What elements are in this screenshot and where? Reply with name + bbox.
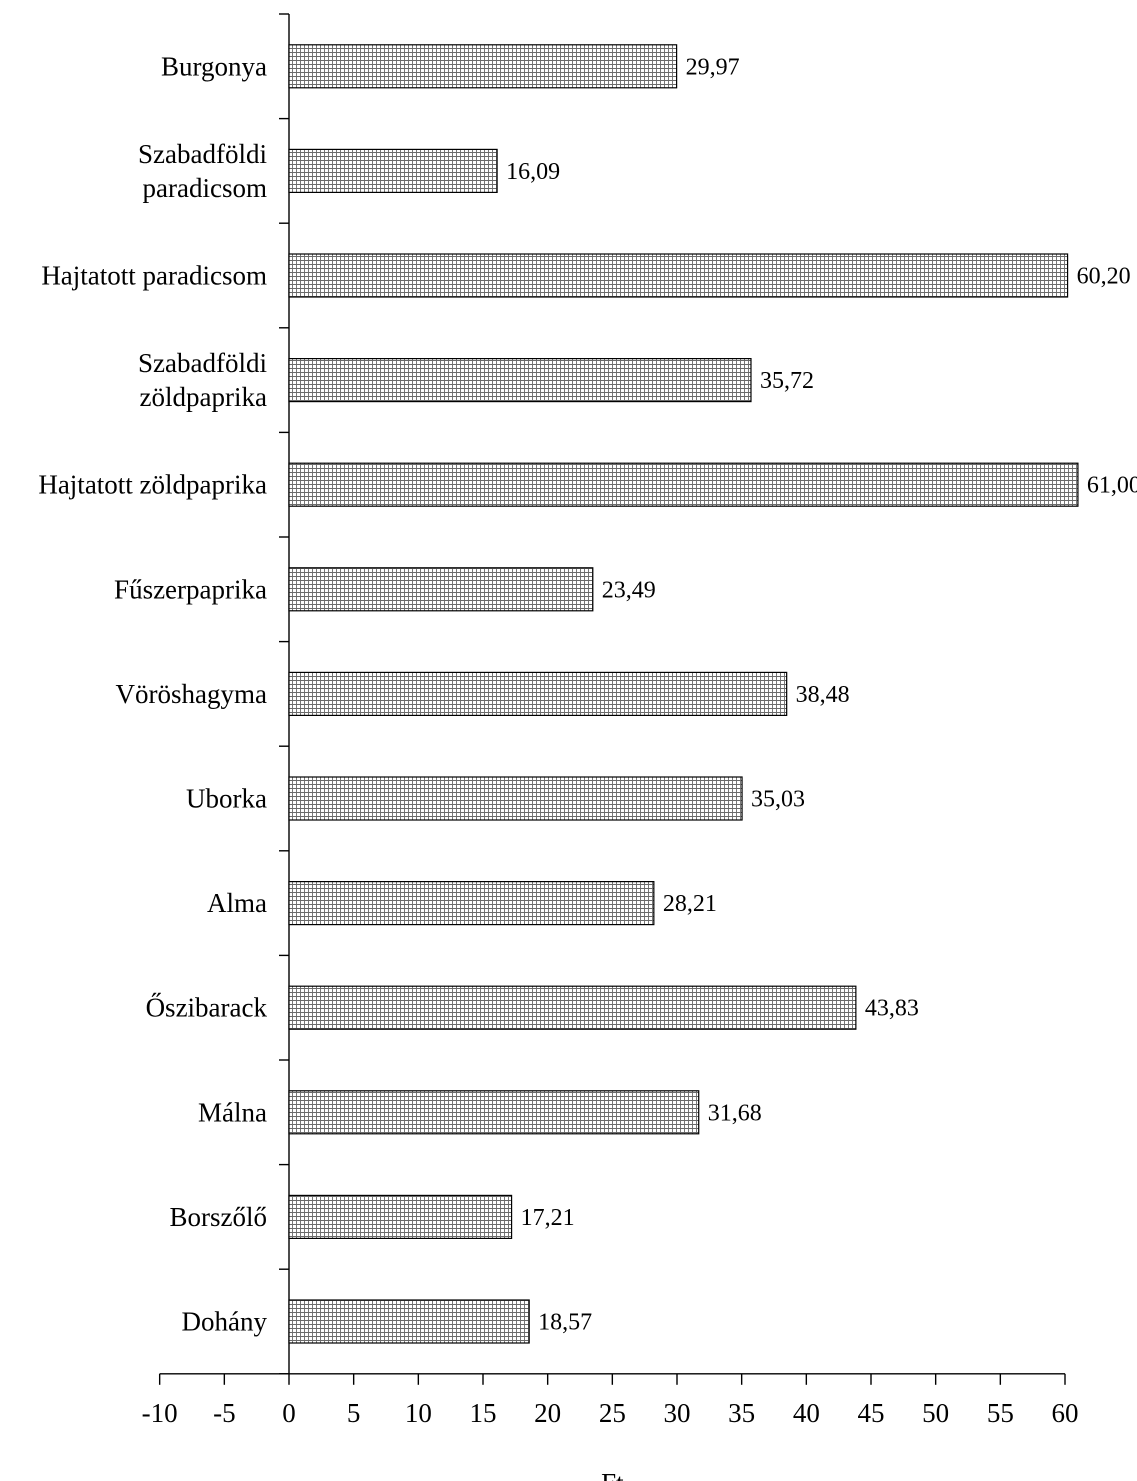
bar bbox=[288, 1194, 513, 1240]
x-tick-label: 35 bbox=[728, 1398, 755, 1428]
bar bbox=[288, 462, 1079, 507]
x-tick-label: -10 bbox=[142, 1398, 178, 1428]
x-tick-label: 45 bbox=[858, 1398, 885, 1428]
category-label: Hajtatott paradicsom bbox=[41, 261, 267, 291]
bar bbox=[288, 148, 498, 193]
category-label: Dohány bbox=[182, 1307, 268, 1337]
bar bbox=[288, 1299, 530, 1344]
category-label: Burgonya bbox=[161, 51, 267, 81]
bar-value-label: 28,21 bbox=[663, 891, 717, 917]
category-label: Alma bbox=[207, 888, 267, 918]
x-tick-label: 25 bbox=[599, 1398, 626, 1428]
x-tick-label: -5 bbox=[213, 1398, 236, 1428]
bar bbox=[288, 1090, 700, 1135]
category-label: Vöröshagyma bbox=[116, 679, 267, 709]
bar-value-label: 35,72 bbox=[760, 368, 814, 394]
bar-value-label: 29,97 bbox=[686, 54, 740, 80]
category-label: paradicsom bbox=[143, 173, 267, 203]
category-label: Őszibarack bbox=[146, 993, 268, 1023]
x-tick-label: 20 bbox=[534, 1398, 561, 1428]
bar bbox=[288, 671, 788, 717]
bar bbox=[288, 985, 857, 1030]
category-label: Borszőlő bbox=[170, 1202, 268, 1232]
bar bbox=[288, 253, 1069, 298]
bar-value-label: 23,49 bbox=[602, 577, 656, 603]
x-tick-label: 55 bbox=[987, 1398, 1014, 1428]
x-tick-label: 50 bbox=[922, 1398, 949, 1428]
x-tick-label: 30 bbox=[664, 1398, 691, 1428]
x-tick-label: 60 bbox=[1052, 1398, 1079, 1428]
x-axis-title: Ft bbox=[601, 1468, 624, 1481]
bar-value-label: 31,68 bbox=[708, 1100, 762, 1126]
x-tick-label: 40 bbox=[793, 1398, 820, 1428]
bar bbox=[288, 880, 655, 926]
x-tick-label: 10 bbox=[405, 1398, 432, 1428]
bar-value-label: 18,57 bbox=[538, 1310, 592, 1336]
x-tick-label: 15 bbox=[470, 1398, 497, 1428]
bar bbox=[288, 358, 752, 403]
bar bbox=[288, 567, 594, 612]
bar-value-label: 61,00 bbox=[1087, 473, 1137, 499]
bar-value-label: 38,48 bbox=[796, 682, 850, 708]
bar-value-label: 16,09 bbox=[506, 159, 560, 185]
x-tick-label: 0 bbox=[282, 1398, 296, 1428]
category-label: Szabadföldi bbox=[138, 348, 267, 378]
bar-value-label: 60,20 bbox=[1077, 264, 1131, 290]
bar bbox=[288, 44, 678, 89]
x-tick-label: 5 bbox=[347, 1398, 361, 1428]
category-label: Uborka bbox=[186, 784, 267, 814]
category-label: zöldpaprika bbox=[140, 382, 267, 412]
category-label: Hajtatott zöldpaprika bbox=[38, 470, 267, 500]
bar-value-label: 17,21 bbox=[521, 1205, 575, 1231]
bar-value-label: 35,03 bbox=[751, 787, 805, 813]
category-label: Málna bbox=[198, 1097, 267, 1127]
bar bbox=[288, 776, 743, 821]
category-label: Szabadföldi bbox=[138, 139, 267, 169]
bar-value-label: 43,83 bbox=[865, 996, 919, 1022]
category-label: Fűszerpaprika bbox=[114, 574, 267, 604]
plot-area: -10 -5 0 5 10 15 20 25 30 35 40 45 50 55 60 Ft 29,97 Burg… bbox=[38, 13, 1137, 1481]
